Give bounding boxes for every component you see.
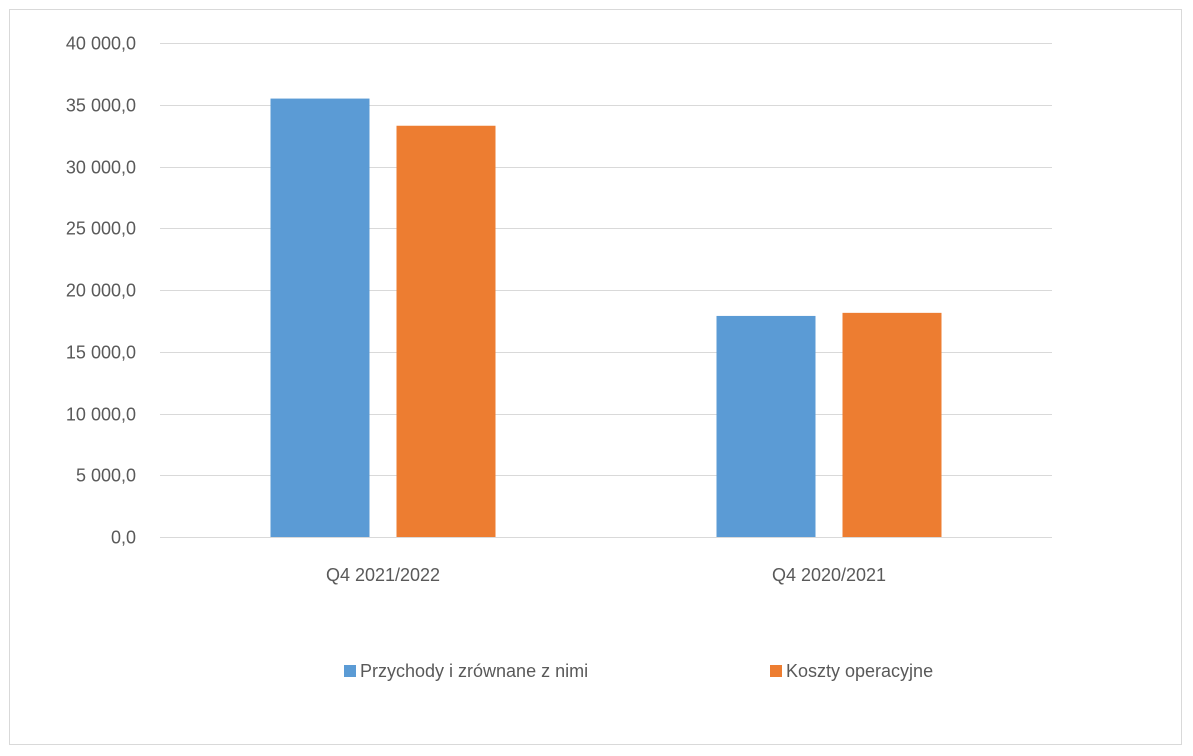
y-tick-label: 35 000,0 [66, 96, 136, 116]
x-category-label: Q4 2020/2021 [772, 565, 886, 585]
x-category-label: Q4 2021/2022 [326, 565, 440, 585]
legend: Przychody i zrównane z nimi Koszty operac… [344, 661, 933, 681]
y-tick-label: 40 000,0 [66, 34, 136, 54]
legend-swatch [770, 665, 782, 677]
legend-swatch [344, 665, 356, 677]
y-tick-label: 5 000,0 [76, 466, 136, 486]
y-tick-label: 25 000,0 [66, 219, 136, 239]
bar-koszty-1 [842, 312, 942, 537]
chart-frame [9, 9, 1182, 745]
legend-label: Koszty operacyjne [786, 661, 933, 681]
y-axis-tick-labels: 0,0 5 000,0 10 000,0 15 000,0 20 000,0 25 000… [66, 34, 136, 548]
bar-koszty-0 [396, 125, 496, 538]
y-tick-label: 30 000,0 [66, 158, 136, 178]
y-tick-label: 0,0 [111, 528, 136, 548]
y-tick-label: 10 000,0 [66, 405, 136, 425]
y-tick-label: 20 000,0 [66, 281, 136, 301]
bar-przychody-1 [716, 315, 816, 537]
bar-przychody-0 [270, 98, 370, 537]
legend-label: Przychody i zrównane z nimi [360, 661, 588, 681]
bars [270, 98, 942, 538]
y-tick-label: 15 000,0 [66, 343, 136, 363]
x-axis-category-labels: Q4 2021/2022 Q4 2020/2021 [326, 565, 886, 585]
